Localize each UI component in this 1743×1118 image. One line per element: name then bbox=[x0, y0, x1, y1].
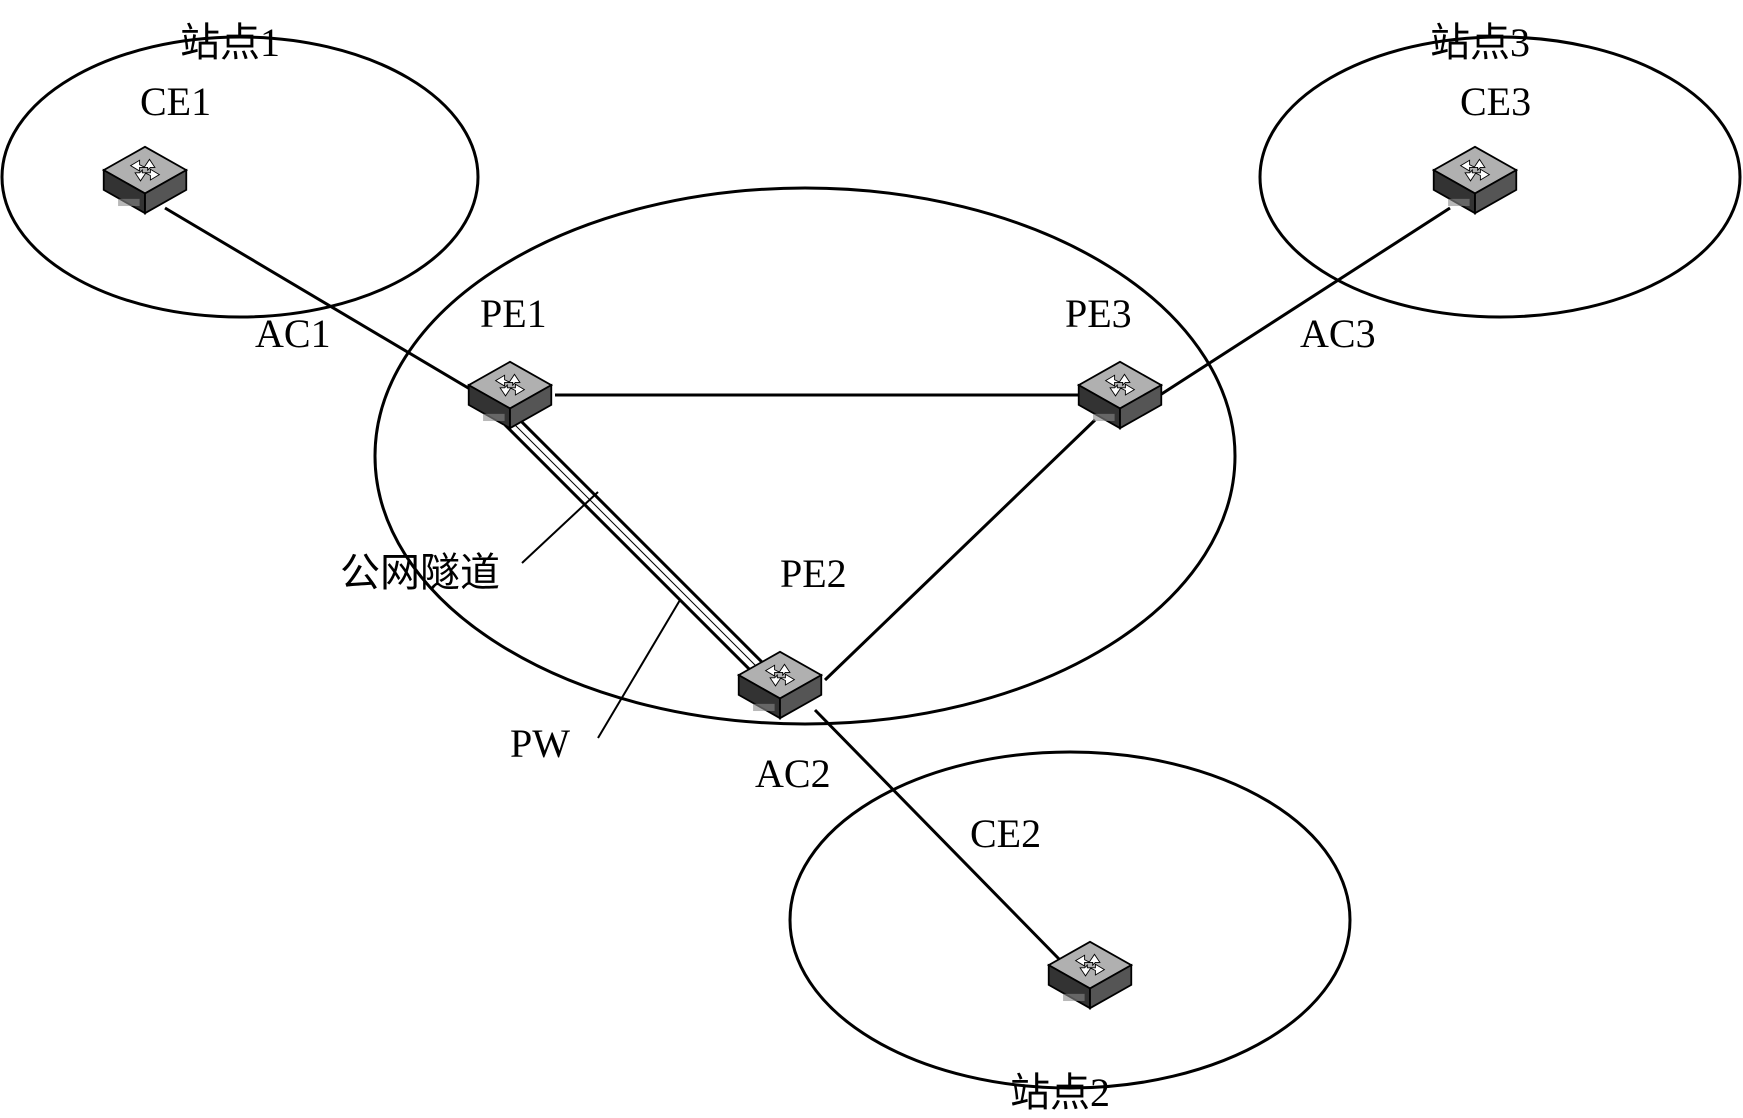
pe1-switch-icon bbox=[465, 360, 555, 430]
pw-line bbox=[510, 420, 770, 680]
ce1-switch-icon bbox=[100, 145, 190, 215]
link-CE3_PE3 bbox=[1160, 208, 1450, 395]
switch-icon bbox=[1430, 145, 1520, 215]
ce3-label: CE3 bbox=[1460, 78, 1531, 125]
switch-icon bbox=[1075, 360, 1165, 430]
core-ellipse bbox=[375, 188, 1235, 724]
tunnel-label: 公网隧道 bbox=[340, 540, 500, 598]
site2-label: 站点2 bbox=[1010, 1060, 1110, 1118]
tunnel-edge-a bbox=[505, 425, 765, 685]
site1-ellipse bbox=[2, 37, 478, 317]
site3-label: 站点3 bbox=[1430, 10, 1530, 68]
ac3-label: AC3 bbox=[1300, 310, 1376, 357]
pw_ptr bbox=[598, 600, 680, 738]
ce3-switch-icon bbox=[1430, 145, 1520, 215]
site1-label: 站点1 bbox=[180, 10, 280, 68]
pe2-switch-icon bbox=[735, 650, 825, 720]
pe3-label: PE3 bbox=[1065, 290, 1132, 337]
tunnel-edge-b bbox=[515, 415, 775, 675]
switch-icon bbox=[1045, 940, 1135, 1010]
link-PE3_PE2 bbox=[825, 420, 1095, 680]
pe1-label: PE1 bbox=[480, 290, 547, 337]
switch-icon bbox=[465, 360, 555, 430]
site2-ellipse bbox=[790, 752, 1350, 1088]
switch-icon bbox=[735, 650, 825, 720]
link-CE1_PE1 bbox=[165, 208, 480, 395]
pw-label: PW bbox=[510, 720, 570, 767]
switch-icon bbox=[100, 145, 190, 215]
ac1-label: AC1 bbox=[255, 310, 331, 357]
pe2-label: PE2 bbox=[780, 550, 847, 597]
ce1-label: CE1 bbox=[140, 78, 211, 125]
tunnel_ptr bbox=[522, 492, 598, 563]
ac2-label: AC2 bbox=[755, 750, 831, 797]
network-diagram: 站点1 站点3 站点2 CE1 CE3 CE2 PE1 PE3 PE2 AC1 … bbox=[0, 0, 1743, 1116]
ce2-label: CE2 bbox=[970, 810, 1041, 857]
ce2-switch-icon bbox=[1045, 940, 1135, 1010]
pe3-switch-icon bbox=[1075, 360, 1165, 430]
